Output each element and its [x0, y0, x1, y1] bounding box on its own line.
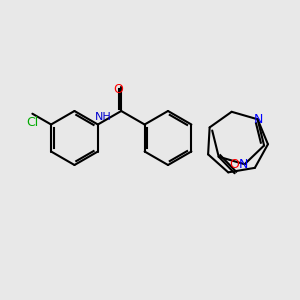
Text: NH: NH — [95, 112, 112, 122]
Text: Cl: Cl — [26, 116, 38, 129]
Text: O: O — [113, 83, 123, 96]
Text: N: N — [239, 158, 248, 171]
Text: N: N — [254, 113, 263, 126]
Text: O: O — [230, 158, 239, 171]
